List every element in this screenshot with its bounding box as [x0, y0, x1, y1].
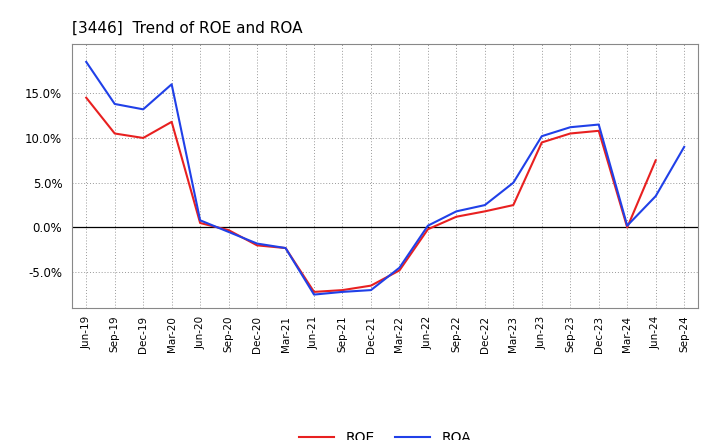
- ROE: [480, 209, 489, 214]
- ROA: [423, 223, 432, 228]
- ROA: [366, 287, 375, 293]
- ROE: [652, 158, 660, 163]
- ROA: [225, 229, 233, 235]
- ROA: [139, 106, 148, 112]
- ROE: [395, 268, 404, 273]
- Line: ROE: ROE: [86, 98, 656, 292]
- ROE: [537, 140, 546, 145]
- ROA: [566, 125, 575, 130]
- ROE: [196, 220, 204, 226]
- ROA: [338, 289, 347, 294]
- ROE: [509, 202, 518, 208]
- ROA: [680, 144, 688, 150]
- ROA: [82, 59, 91, 65]
- ROA: [652, 194, 660, 199]
- ROE: [282, 246, 290, 251]
- ROA: [110, 101, 119, 106]
- ROA: [623, 223, 631, 228]
- Text: [3446]  Trend of ROE and ROA: [3446] Trend of ROE and ROA: [72, 21, 302, 36]
- ROA: [480, 202, 489, 208]
- ROA: [452, 209, 461, 214]
- ROA: [196, 218, 204, 223]
- ROE: [110, 131, 119, 136]
- ROA: [282, 246, 290, 251]
- ROE: [167, 119, 176, 125]
- ROA: [509, 180, 518, 185]
- ROE: [366, 283, 375, 288]
- ROE: [310, 289, 318, 294]
- ROA: [395, 265, 404, 270]
- ROA: [310, 292, 318, 297]
- ROE: [595, 128, 603, 133]
- ROE: [225, 227, 233, 233]
- ROE: [566, 131, 575, 136]
- ROE: [423, 227, 432, 232]
- Line: ROA: ROA: [86, 62, 684, 294]
- ROE: [623, 225, 631, 230]
- ROE: [253, 243, 261, 248]
- Legend: ROE, ROA: ROE, ROA: [294, 426, 477, 440]
- ROE: [82, 95, 91, 100]
- ROA: [167, 82, 176, 87]
- ROE: [139, 136, 148, 141]
- ROA: [537, 133, 546, 139]
- ROE: [338, 287, 347, 293]
- ROA: [253, 241, 261, 246]
- ROE: [452, 214, 461, 220]
- ROA: [595, 122, 603, 127]
